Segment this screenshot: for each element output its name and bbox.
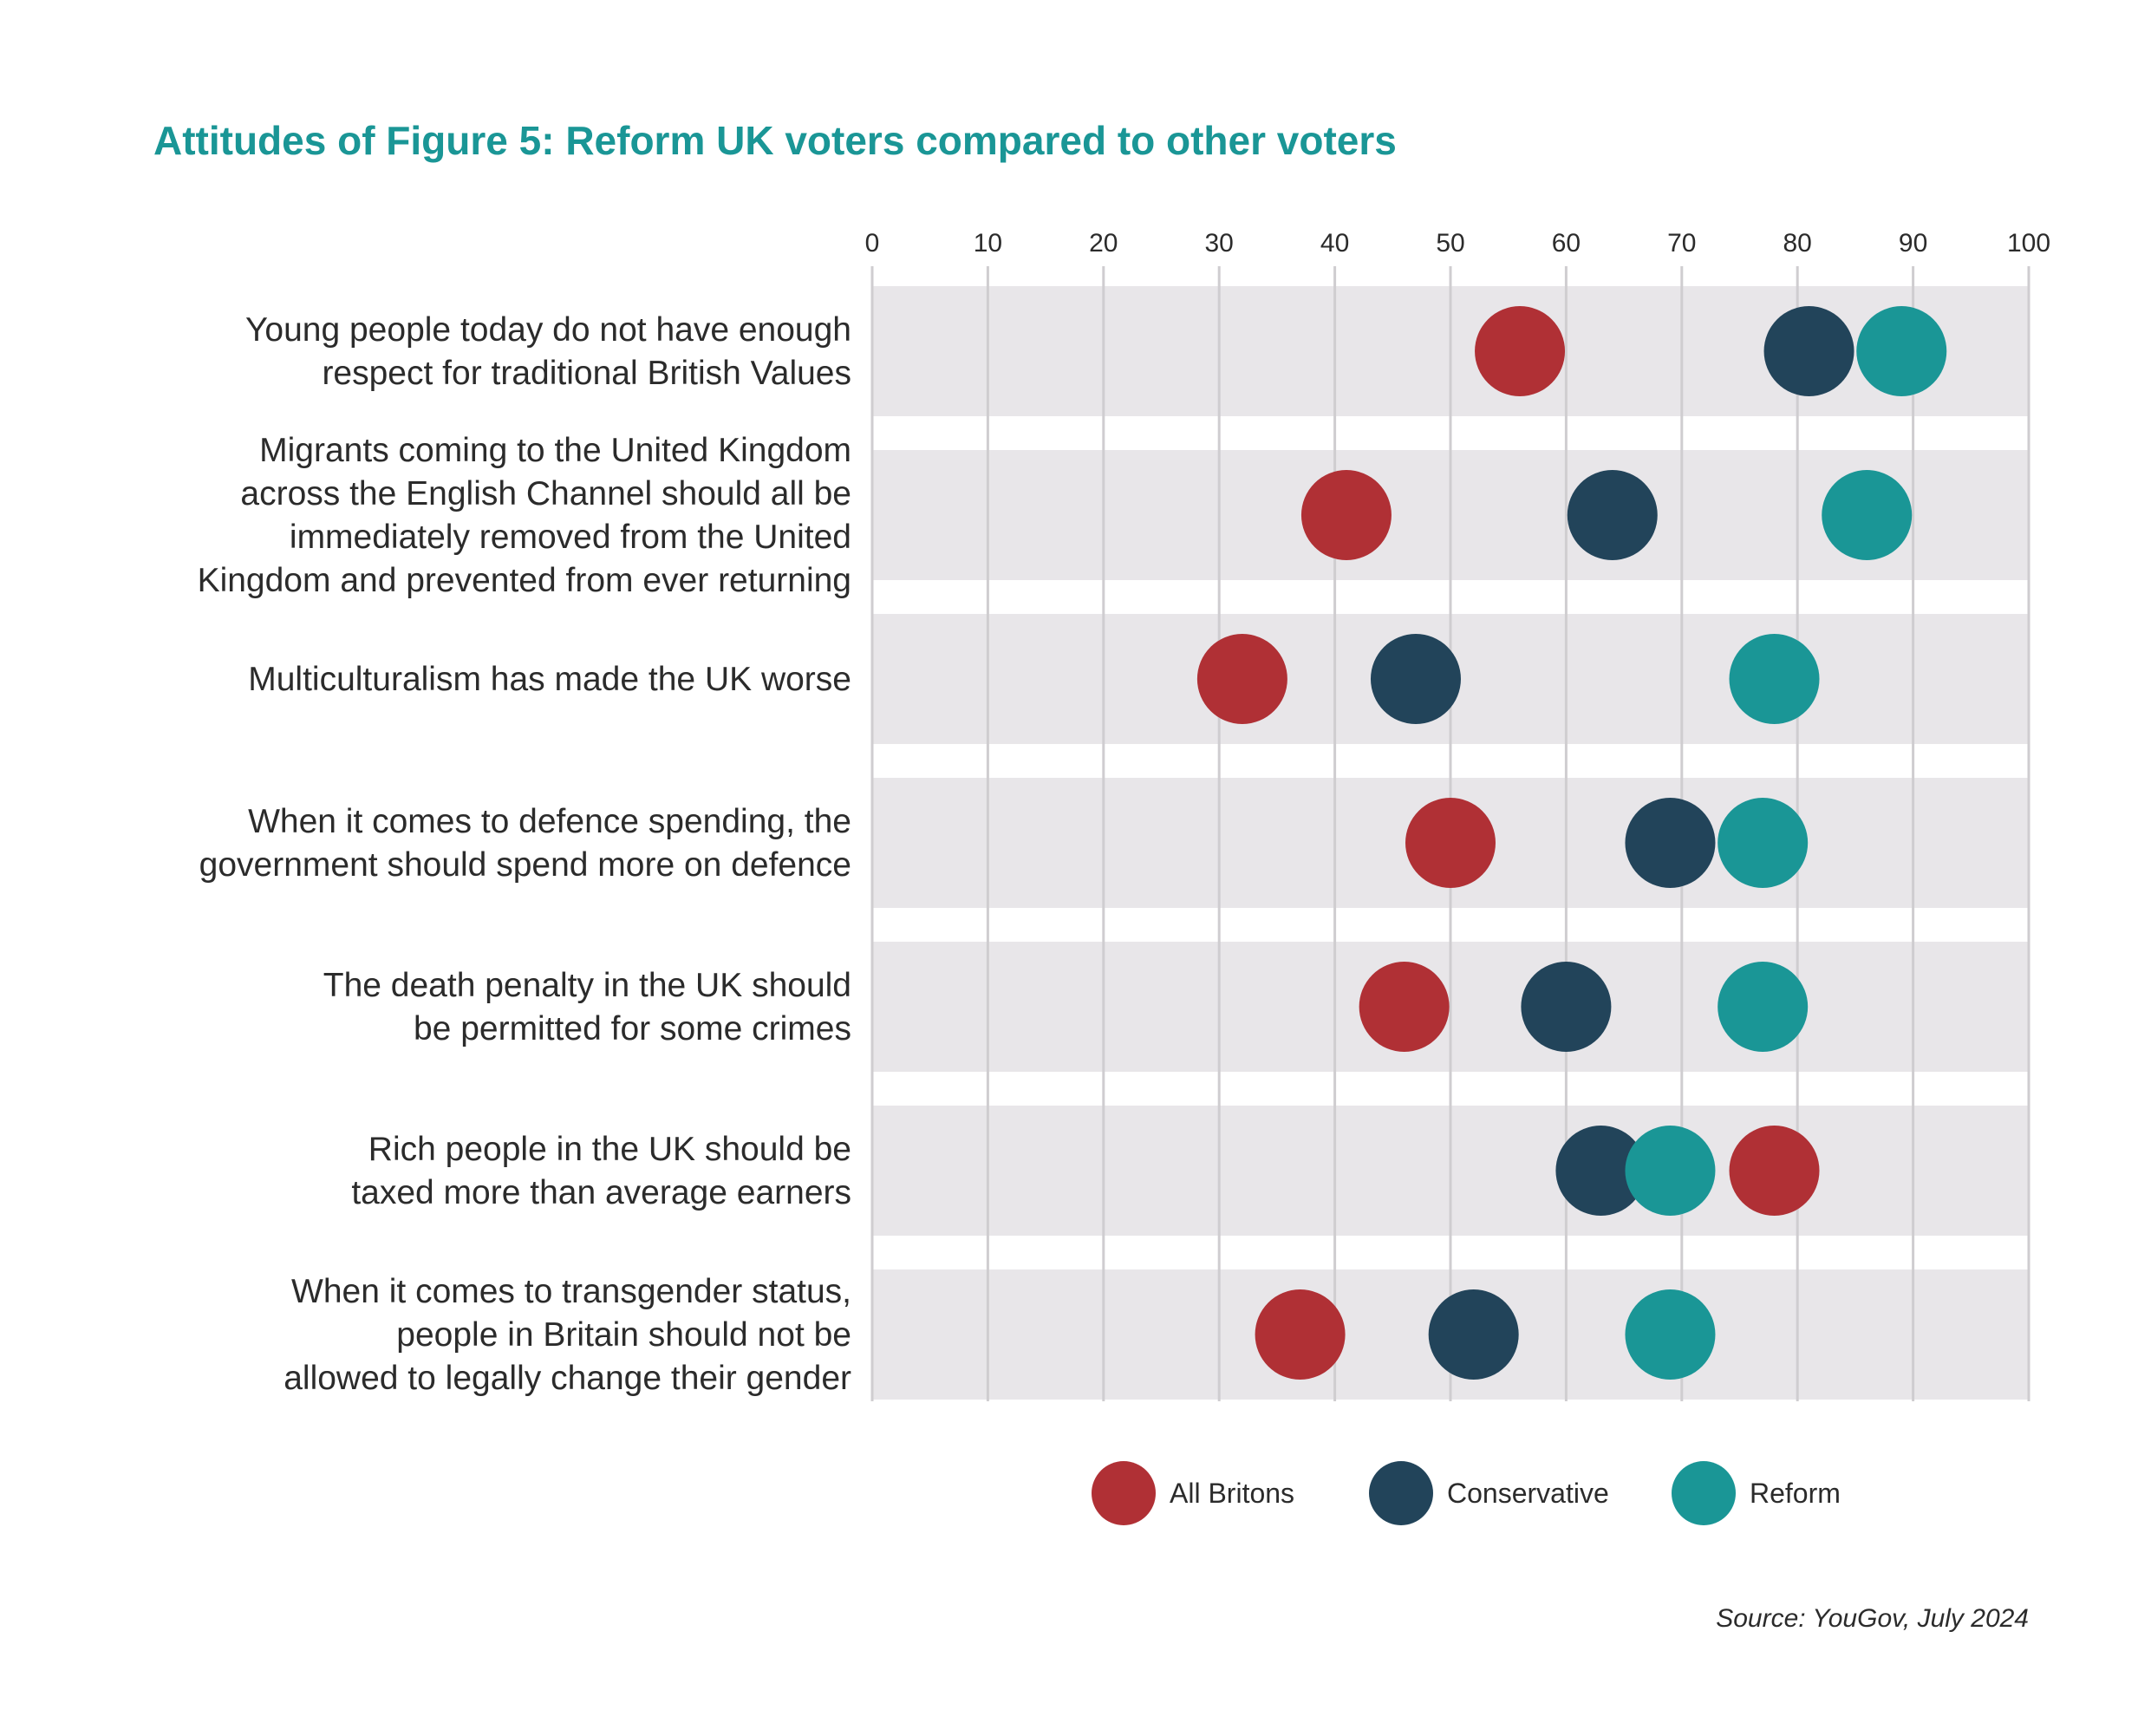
- data-point-reform: [1822, 470, 1913, 560]
- x-tick-label: 40: [1320, 229, 1349, 258]
- x-tick-label: 80: [1783, 229, 1812, 258]
- x-tick-label: 10: [974, 229, 1002, 258]
- data-point-all-britons: [1196, 634, 1287, 724]
- category-label-line: Rich people in the UK should be: [368, 1131, 851, 1168]
- data-point-all-britons: [1405, 798, 1496, 888]
- category-labels: Young people today do not have enough res…: [198, 311, 851, 1397]
- category-label-line: across the English Channel should all be: [240, 475, 851, 512]
- x-tick-label: 20: [1089, 229, 1118, 258]
- chart-title: Attitudes of Figure 5: Reform UK voters …: [153, 118, 1397, 163]
- category-label-line: Multiculturalism has made the UK worse: [248, 661, 851, 698]
- category-label: Multiculturalism has made the UK worse: [248, 661, 851, 698]
- category-label-line: Kingdom and prevented from ever returnin…: [198, 562, 851, 599]
- data-point-all-britons: [1300, 470, 1392, 560]
- data-point-reform: [1729, 634, 1820, 724]
- category-label: Migrants coming to the United Kingdom acr…: [198, 432, 851, 599]
- x-tick-label: 90: [1899, 229, 1927, 258]
- category-label-line: When it comes to transgender status,: [291, 1273, 851, 1310]
- data-point-conservative: [1567, 470, 1658, 560]
- data-point-reform: [1625, 1289, 1716, 1380]
- data-point-reform: [1625, 1126, 1716, 1216]
- data-point-all-britons: [1255, 1289, 1346, 1380]
- category-label: Young people today do not have enough res…: [245, 311, 851, 392]
- x-axis-ticks: 0 10 20 30 40 50 60 70 80 90 100: [865, 229, 2050, 258]
- data-point-conservative: [1428, 1289, 1519, 1380]
- data-point-all-britons: [1729, 1126, 1820, 1216]
- category-label-line: allowed to legally change their gender: [284, 1360, 851, 1397]
- category-label-line: When it comes to defence spending, the: [248, 803, 851, 840]
- data-point-conservative: [1763, 306, 1854, 396]
- x-tick-label: 70: [1667, 229, 1696, 258]
- data-point-conservative: [1625, 798, 1716, 888]
- category-label-line: Migrants coming to the United Kingdom: [259, 432, 851, 469]
- category-label-line: taxed more than average earners: [351, 1174, 851, 1211]
- data-point-reform: [1856, 306, 1947, 396]
- x-tick-label: 0: [865, 229, 880, 258]
- legend-label: Conservative: [1447, 1478, 1609, 1509]
- data-point-conservative: [1555, 1126, 1646, 1216]
- category-label-line: be permitted for some crimes: [414, 1010, 851, 1047]
- legend-swatch: [1672, 1461, 1736, 1525]
- legend-swatch: [1369, 1461, 1433, 1525]
- category-label: Rich people in the UK should be taxed mor…: [351, 1131, 851, 1211]
- data-point-reform: [1718, 962, 1809, 1052]
- category-label-line: Young people today do not have enough: [245, 311, 851, 349]
- data-points: [1196, 306, 1947, 1380]
- data-point-conservative: [1370, 634, 1461, 724]
- x-tick-label: 100: [2007, 229, 2050, 258]
- category-label-line: immediately removed from the United: [290, 519, 851, 556]
- category-label-line: The death penalty in the UK should: [323, 967, 851, 1004]
- category-label: When it comes to defence spending, the go…: [199, 803, 851, 884]
- category-label: When it comes to transgender status, peop…: [284, 1273, 851, 1397]
- category-label-line: government should spend more on defence: [199, 846, 851, 884]
- legend: All Britons Conservative Reform: [1092, 1461, 1841, 1525]
- data-point-reform: [1718, 798, 1809, 888]
- x-tick-label: 50: [1436, 229, 1464, 258]
- category-label-line: respect for traditional British Values: [322, 355, 851, 392]
- source-note: Source: YouGov, July 2024: [1716, 1604, 2029, 1633]
- data-point-conservative: [1521, 962, 1612, 1052]
- legend-label: Reform: [1750, 1478, 1841, 1509]
- legend-label: All Britons: [1170, 1478, 1294, 1509]
- category-label: The death penalty in the UK should be per…: [323, 967, 851, 1047]
- data-point-all-britons: [1359, 962, 1450, 1052]
- x-tick-label: 60: [1552, 229, 1581, 258]
- legend-swatch: [1092, 1461, 1156, 1525]
- x-tick-label: 30: [1205, 229, 1234, 258]
- category-label-line: people in Britain should not be: [396, 1316, 851, 1354]
- data-point-all-britons: [1475, 306, 1566, 396]
